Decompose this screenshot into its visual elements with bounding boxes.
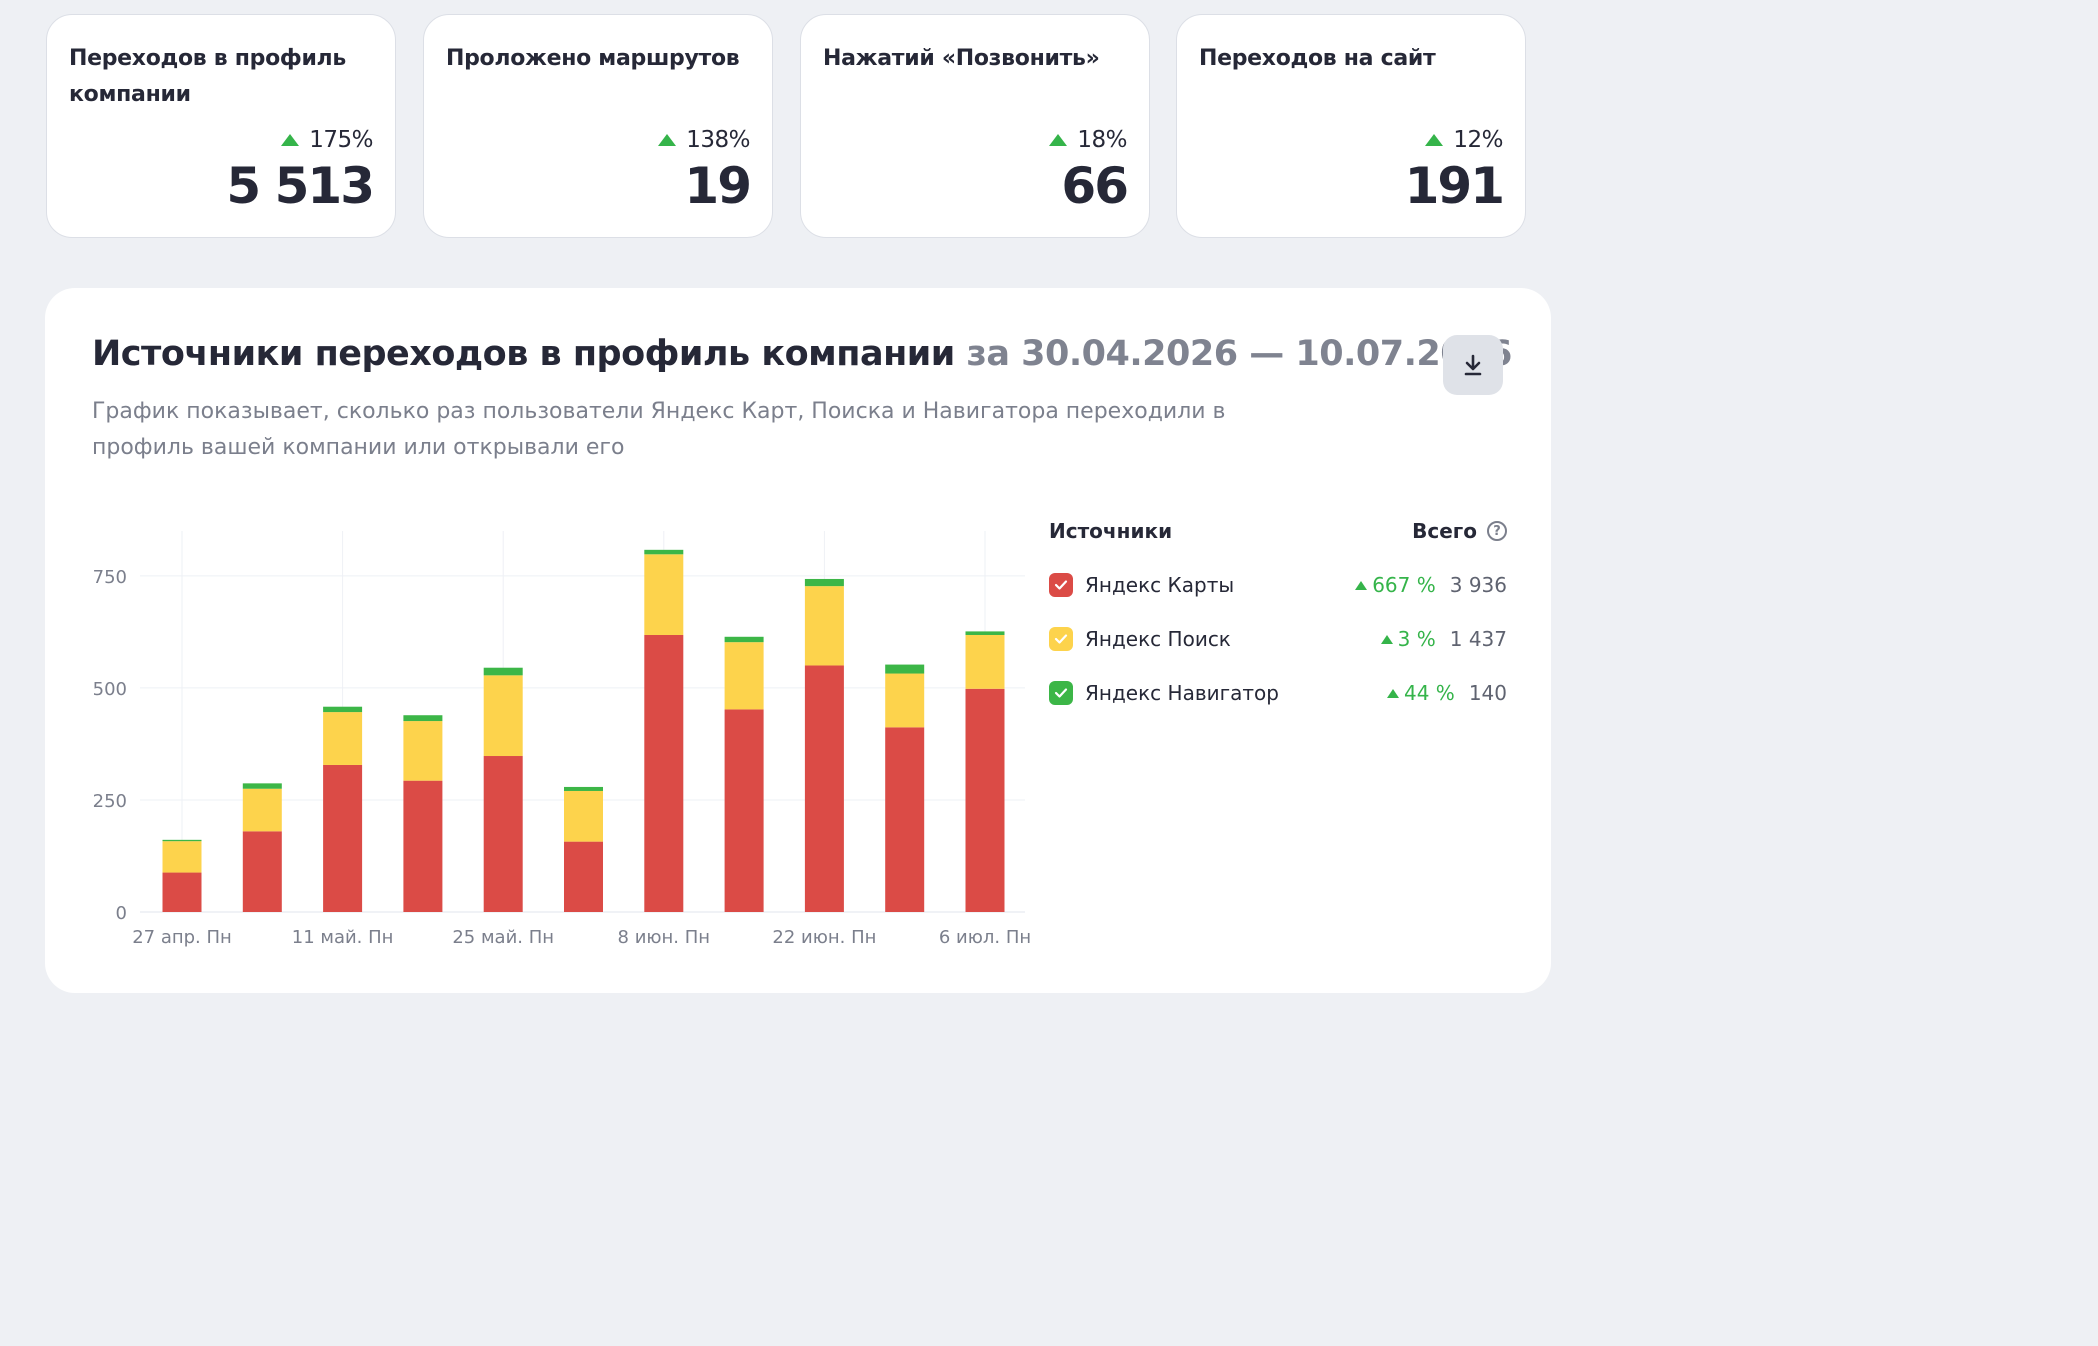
panel-title-text: Источники переходов в профиль компании <box>92 334 955 374</box>
legend-header-total: Всего ? <box>1412 519 1507 543</box>
panel-title: Источники переходов в профиль компании з… <box>92 334 1512 374</box>
legend-item-change: 44 % <box>1387 681 1455 705</box>
trend-up-icon <box>1425 134 1444 146</box>
bar-segment <box>644 634 684 912</box>
bar-segment <box>403 721 443 781</box>
bar-segment <box>403 780 443 912</box>
bar-segment <box>242 788 282 832</box>
bar-segment <box>564 841 603 912</box>
trend-up-icon <box>658 134 677 146</box>
kpi-title: Переходов в профиль компании <box>69 46 346 107</box>
kpi-value: 191 <box>1404 157 1505 215</box>
bar-segment <box>323 712 363 765</box>
y-tick-label: 750 <box>93 567 127 588</box>
kpi-title: Нажатий «Позвонить» <box>823 46 1100 71</box>
kpi-change: 12% <box>1425 127 1503 153</box>
y-tick-label: 500 <box>93 679 127 700</box>
y-tick-label: 0 <box>116 903 127 924</box>
legend-item-search[interactable]: Яндекс Поиск 3 % 1 437 <box>1049 612 1507 666</box>
bar-segment <box>885 673 925 728</box>
bar-segment <box>724 642 764 710</box>
bar-segment <box>644 554 684 635</box>
panel-description: График показывает, сколько раз пользоват… <box>92 399 1226 460</box>
checkbox-checked-icon[interactable] <box>1049 627 1073 651</box>
bar-segment <box>885 727 925 912</box>
trend-up-icon <box>1355 580 1368 590</box>
panel-period: за 30.04.2026 — 10.07.2026 <box>966 334 1513 374</box>
bar-segment <box>564 790 603 842</box>
legend-header-sources: Источники <box>1049 519 1173 543</box>
kpi-change: 175% <box>281 127 373 153</box>
legend-item-total: 1 437 <box>1449 627 1507 651</box>
bar-segment <box>483 667 523 676</box>
bar-segment <box>965 631 1005 635</box>
trend-up-icon <box>1387 688 1399 698</box>
kpi-value: 5 513 <box>226 157 375 215</box>
legend-item-label: Яндекс Навигатор <box>1085 681 1279 705</box>
legend-item-maps[interactable]: Яндекс Карты 667 % 3 936 <box>1049 558 1507 612</box>
legend-item-change: 3 % <box>1380 627 1436 651</box>
checkbox-checked-icon[interactable] <box>1049 681 1073 705</box>
trend-up-icon <box>1049 134 1068 146</box>
trend-up-icon <box>1380 634 1393 644</box>
kpi-card[interactable]: Переходов в профиль компании 175% 5 513 <box>46 14 396 238</box>
kpi-card[interactable]: Проложено маршрутов 138% 19 <box>423 14 773 238</box>
bar-segment <box>242 783 282 789</box>
bar-segment <box>965 688 1005 912</box>
legend-item-navigator[interactable]: Яндекс Навигатор 44 % 140 <box>1049 666 1507 720</box>
legend-item-change: 667 % <box>1355 573 1436 597</box>
bar-segment <box>885 664 925 674</box>
legend-item-total: 3 936 <box>1449 573 1507 597</box>
bar-segment <box>483 675 523 757</box>
kpi-card[interactable]: Нажатий «Позвонить» 18% 66 <box>800 14 1150 238</box>
x-tick-label: 6 июл. Пн <box>939 927 1031 948</box>
kpi-value: 19 <box>684 157 752 215</box>
help-icon[interactable]: ? <box>1487 521 1507 541</box>
kpi-title: Проложено маршрутов <box>446 46 740 71</box>
bar-segment <box>323 706 363 713</box>
kpi-title: Переходов на сайт <box>1199 46 1436 71</box>
bar-segment <box>483 756 523 912</box>
bar-segment <box>804 586 844 666</box>
stacked-bar-chart: 0 250 500 750 27 апр. Пн 11 май. Пн 25 май. Пн… <box>93 531 1031 948</box>
kpi-change: 138% <box>658 127 750 153</box>
bar-segment <box>724 636 764 643</box>
bar-segment <box>242 831 282 912</box>
bar-segment <box>162 872 202 912</box>
bar-segment <box>162 841 202 873</box>
bar-segment <box>644 549 684 555</box>
bar-segment <box>564 786 603 791</box>
download-button[interactable] <box>1443 335 1503 395</box>
x-tick-label: 11 май. Пн <box>292 927 394 948</box>
legend-header: Источники Всего ? <box>1049 516 1507 546</box>
legend-item-label: Яндекс Карты <box>1085 573 1235 597</box>
bar-segment <box>965 634 1005 689</box>
kpi-change: 18% <box>1049 127 1127 153</box>
x-tick-label: 8 июн. Пн <box>618 927 711 948</box>
sources-panel: Источники переходов в профиль компании з… <box>45 288 1551 993</box>
bar-segment <box>724 709 764 912</box>
legend-item-label: Яндекс Поиск <box>1085 627 1231 651</box>
kpi-card[interactable]: Переходов на сайт 12% 191 <box>1176 14 1526 238</box>
legend: Источники Всего ? Яндекс Карты 667 % 3 9… <box>1049 516 1507 720</box>
bar-segment <box>804 578 844 587</box>
trend-up-icon <box>281 134 300 146</box>
x-tick-label: 22 июн. Пн <box>772 927 876 948</box>
bar-segment <box>323 764 363 912</box>
checkbox-checked-icon[interactable] <box>1049 573 1073 597</box>
bar-segment <box>403 715 443 722</box>
download-icon <box>1464 354 1482 376</box>
legend-item-total: 140 <box>1468 681 1507 705</box>
bar-segment <box>804 665 844 912</box>
kpi-value: 66 <box>1061 157 1129 215</box>
bar-segment <box>162 839 202 842</box>
x-tick-label: 27 апр. Пн <box>132 927 232 948</box>
y-tick-label: 250 <box>93 791 127 812</box>
x-tick-label: 25 май. Пн <box>452 927 554 948</box>
